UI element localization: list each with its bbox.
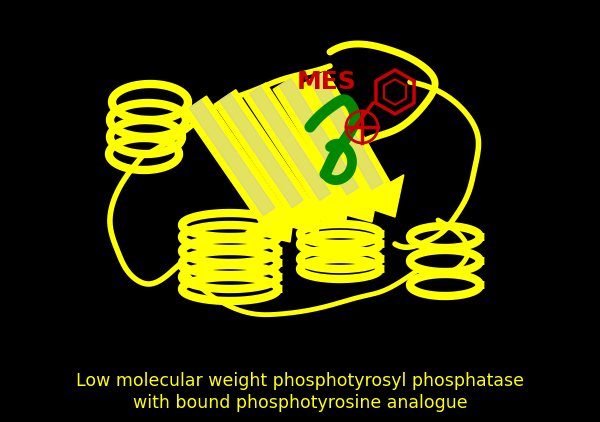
Polygon shape — [184, 96, 283, 222]
Polygon shape — [220, 93, 303, 208]
Text: Low molecular weight phosphotyrosyl phosphatase: Low molecular weight phosphotyrosyl phos… — [76, 373, 524, 390]
Text: with bound phosphotyrosine analogue: with bound phosphotyrosine analogue — [133, 395, 467, 412]
Polygon shape — [273, 75, 367, 201]
Polygon shape — [250, 87, 331, 200]
Polygon shape — [245, 197, 296, 242]
Text: MES: MES — [297, 70, 357, 94]
Polygon shape — [310, 74, 383, 189]
Polygon shape — [303, 184, 351, 227]
Polygon shape — [214, 90, 310, 214]
Polygon shape — [279, 78, 359, 195]
Polygon shape — [354, 175, 404, 217]
Polygon shape — [304, 70, 390, 195]
Polygon shape — [276, 191, 323, 234]
Polygon shape — [244, 83, 338, 207]
Polygon shape — [328, 178, 381, 222]
Polygon shape — [189, 100, 275, 216]
